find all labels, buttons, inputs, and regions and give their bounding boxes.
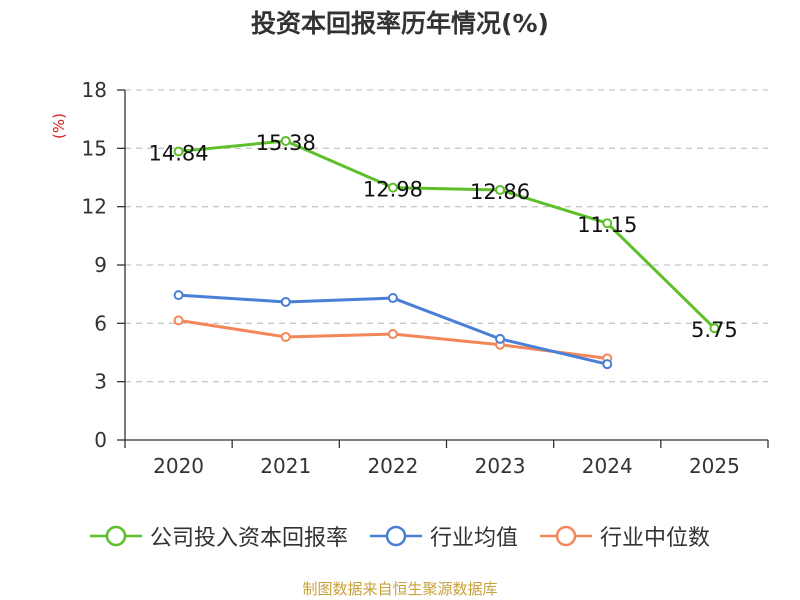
legend-marker-industry-avg (369, 525, 422, 547)
data-point-industry_avg (173, 290, 184, 301)
legend-item-company[interactable]: 公司投入资本回报率 (89, 520, 348, 552)
legend-label-industry-avg: 行业均值 (429, 526, 518, 551)
y-axis-label: (%) (50, 113, 68, 139)
data-point-company (709, 323, 720, 334)
x-tick-label: 2020 (153, 454, 204, 478)
x-tick-label: 2022 (367, 454, 418, 478)
legend: 公司投入资本回报率 行业均值 行业中位数 (0, 520, 800, 552)
data-point-company (173, 146, 184, 157)
y-tick-label: 15 (82, 136, 107, 160)
y-tick-label: 18 (82, 78, 107, 102)
y-tick-label: 3 (94, 370, 107, 394)
data-point-industry_avg (280, 296, 291, 307)
x-tick-label: 2023 (475, 454, 526, 478)
data-point-industry_avg (387, 293, 398, 304)
x-tick-label: 2024 (582, 454, 633, 478)
series-line-company (178, 139, 716, 330)
chart-title: 投资本回报率历年情况(%) (251, 9, 549, 38)
x-tick-label: 2025 (689, 454, 740, 478)
data-point-industry_avg (602, 359, 613, 370)
legend-label-industry-median: 行业中位数 (600, 526, 711, 551)
data-label-company: 15.38 (256, 131, 316, 155)
source-note: 制图数据来自恒生聚源数据库 (302, 580, 498, 598)
data-label-company: 11.15 (577, 213, 637, 237)
y-tick-label: 0 (94, 428, 107, 452)
y-tick-label: 6 (94, 311, 107, 335)
x-tick-label: 2021 (260, 454, 311, 478)
data-point-company (495, 184, 506, 195)
data-point-industry_median (280, 331, 291, 342)
data-point-company (387, 182, 398, 193)
data-point-industry_avg (495, 333, 506, 344)
y-tick-label: 9 (94, 253, 107, 277)
legend-marker-industry-median (540, 525, 592, 547)
data-label-company: 12.98 (363, 178, 423, 202)
legend-item-industry-median[interactable]: 行业中位数 (540, 520, 710, 552)
data-point-industry_median (173, 315, 184, 326)
legend-item-industry-avg[interactable]: 行业均值 (369, 520, 518, 552)
legend-marker-company (89, 525, 142, 547)
data-point-company (280, 135, 291, 146)
data-label-company: 14.84 (149, 141, 209, 165)
legend-label-company: 公司投入资本回报率 (149, 526, 348, 551)
data-label-company: 12.86 (470, 180, 530, 204)
data-point-company (602, 218, 613, 229)
series-line-industry_median (178, 318, 608, 360)
y-tick-label: 12 (82, 195, 107, 219)
data-point-industry_median (387, 329, 398, 340)
data-label-company: 5.75 (691, 318, 738, 342)
